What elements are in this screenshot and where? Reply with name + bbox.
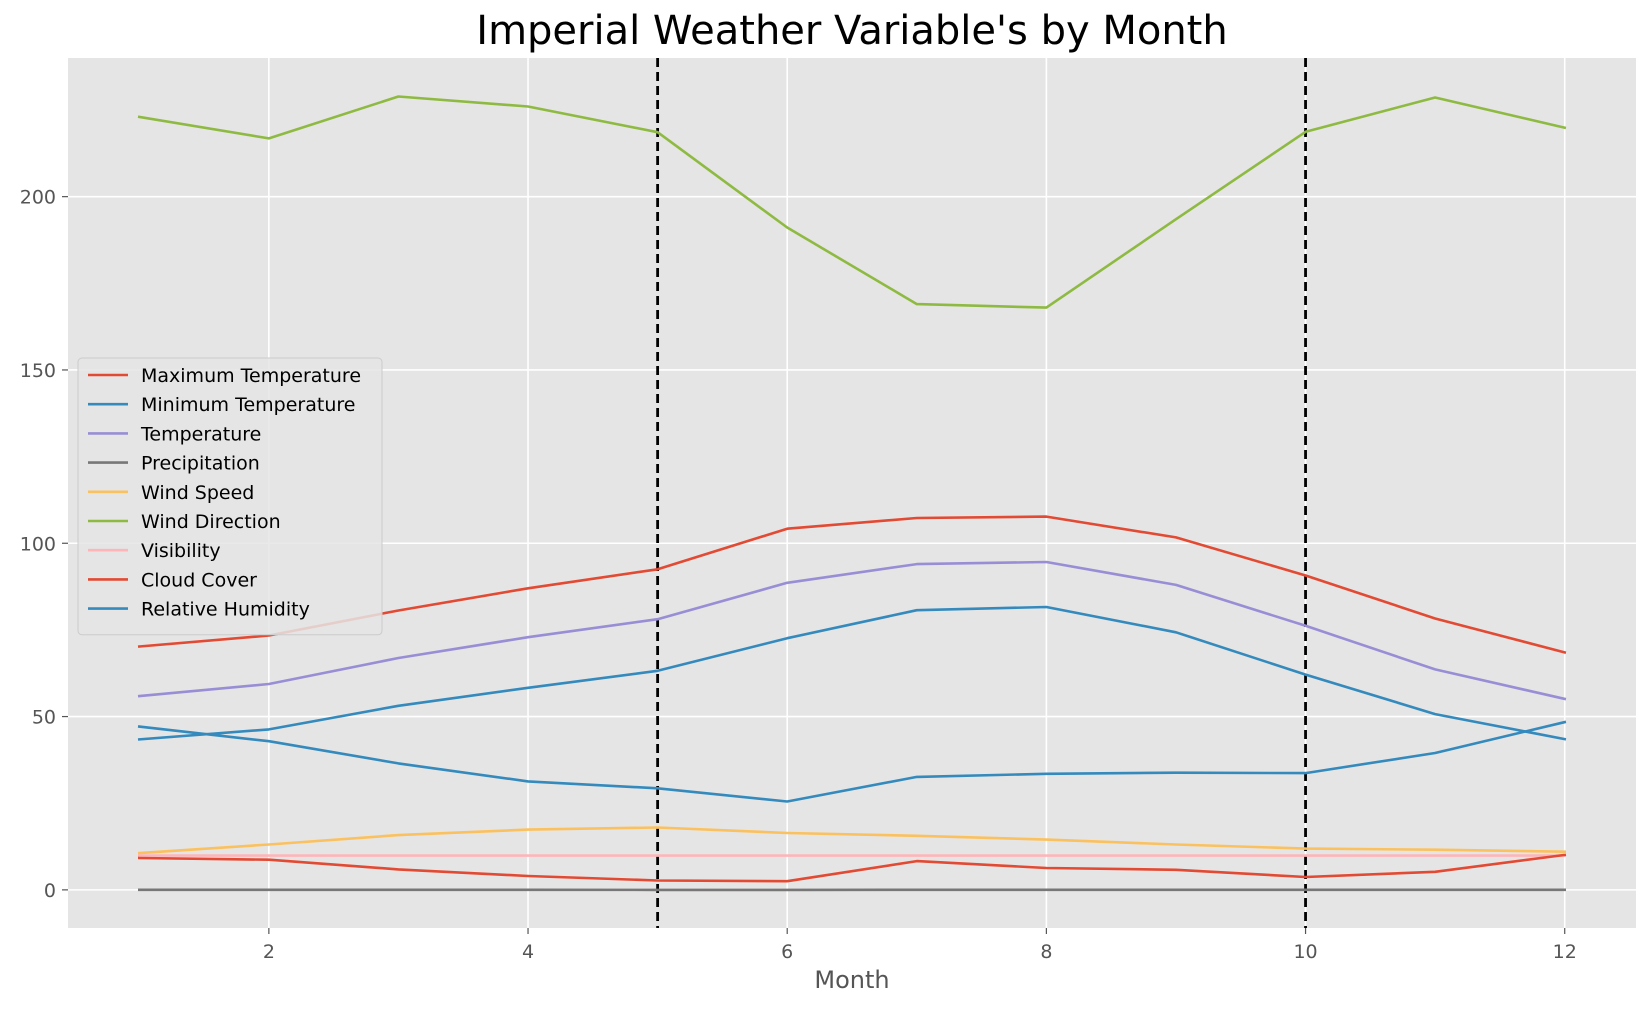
legend-label-wind-speed: Wind Speed [141,482,254,504]
legend-label-minimum-temperature: Minimum Temperature [141,394,355,416]
x-tick-label: 8 [1040,941,1052,963]
x-tick-label: 6 [781,941,793,963]
x-axis-label: Month [814,966,889,994]
legend: Maximum Temperature Minimum Temperature Te… [78,358,382,635]
x-tick-label: 2 [263,941,275,963]
legend-label-temperature: Temperature [140,423,261,445]
legend-label-relative-humidity: Relative Humidity [141,599,310,621]
y-tick-label: 150 [20,360,56,382]
legend-label-cloud-cover: Cloud Cover [141,569,257,591]
y-tick-label: 200 [20,187,56,209]
y-tick-label: 50 [32,707,56,729]
x-tick-label: 10 [1293,941,1317,963]
legend-label-maximum-temperature: Maximum Temperature [141,365,361,387]
x-tick-label: 4 [522,941,534,963]
legend-label-visibility: Visibility [141,540,221,562]
legend-label-precipitation: Precipitation [141,453,260,475]
x-tick-label: 12 [1553,941,1577,963]
y-tick-label: 100 [20,533,56,555]
y-tick-label: 0 [44,880,56,902]
chart-title: Imperial Weather Variable's by Month [476,8,1227,54]
legend-label-wind-direction: Wind Direction [141,511,281,533]
